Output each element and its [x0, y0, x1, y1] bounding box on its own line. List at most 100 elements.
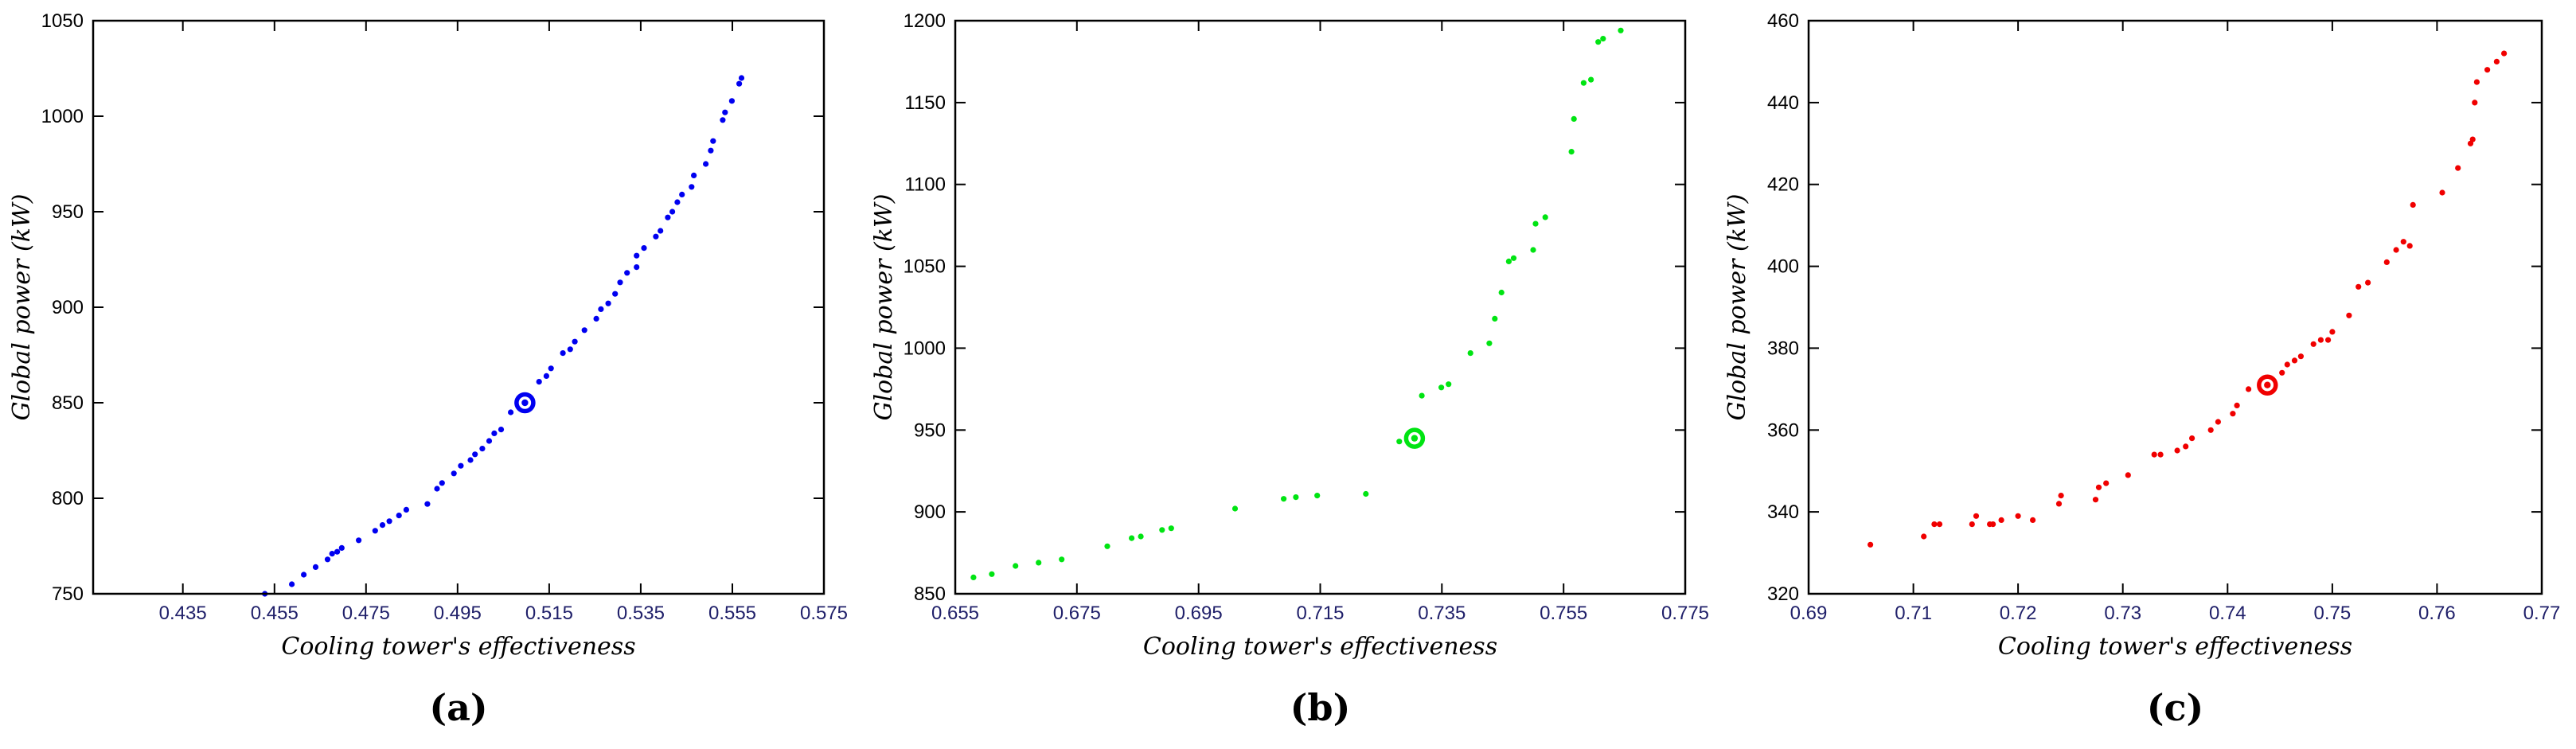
data-point: [708, 147, 714, 154]
data-point: [612, 291, 619, 297]
data-point: [434, 486, 440, 492]
y-tick-label: 850: [914, 583, 946, 605]
data-point: [491, 430, 498, 437]
x-tick-label: 0.675: [1053, 603, 1101, 624]
axis-frame: [92, 19, 825, 595]
y-tick-label: 950: [52, 201, 84, 223]
data-point: [451, 470, 457, 477]
data-point: [710, 138, 716, 144]
data-point: [1510, 255, 1517, 261]
data-point: [2095, 484, 2102, 490]
x-tick-label: 0.76: [2418, 603, 2456, 624]
data-point: [379, 522, 386, 529]
data-point: [2472, 99, 2478, 106]
data-point: [703, 161, 709, 167]
y-axis-label: Global power (kW): [1723, 194, 1751, 421]
y-tick-label: 400: [1767, 256, 1799, 278]
data-point: [1973, 513, 1980, 519]
data-point: [1168, 525, 1174, 532]
data-point: [581, 327, 587, 334]
data-point: [2125, 472, 2131, 478]
y-tick-label: 1000: [41, 106, 84, 127]
data-point: [508, 409, 514, 415]
data-point: [1314, 493, 1321, 499]
data-point: [1059, 556, 1065, 563]
y-tick-label: 320: [1767, 583, 1799, 605]
data-point: [605, 300, 611, 306]
data-point: [1595, 39, 1602, 45]
x-tick-label: 0.74: [2209, 603, 2246, 624]
data-point: [2183, 443, 2189, 450]
x-axis-label: Cooling tower's effectiveness: [281, 633, 635, 661]
data-point: [2469, 136, 2476, 142]
data-point: [1293, 494, 1299, 501]
data-point: [617, 279, 623, 286]
data-point: [634, 252, 640, 259]
data-point: [679, 191, 685, 197]
y-tick-label: 1100: [904, 174, 946, 196]
data-point: [289, 581, 295, 587]
data-point: [2234, 402, 2240, 408]
y-tick-label: 440: [1767, 92, 1799, 114]
x-tick-label: 0.495: [434, 603, 482, 624]
data-point: [624, 270, 630, 276]
data-point: [2151, 451, 2157, 458]
y-tick-label: 380: [1767, 337, 1799, 359]
data-point: [1990, 521, 1996, 528]
data-point: [634, 264, 640, 271]
x-tick-label: 0.455: [251, 603, 299, 624]
x-tick-label: 0.515: [525, 603, 573, 624]
data-point: [1129, 535, 1135, 541]
x-tick-label: 0.475: [342, 603, 390, 624]
data-point: [2439, 189, 2445, 196]
data-point: [2215, 419, 2221, 425]
data-point: [2207, 427, 2214, 433]
data-point: [1231, 505, 1239, 512]
data-point: [2058, 493, 2064, 499]
y-axis-label: Global power (kW): [870, 194, 898, 421]
data-point: [722, 109, 728, 115]
data-point: [674, 199, 681, 205]
data-point: [669, 209, 676, 215]
y-tick-label: 850: [52, 392, 84, 414]
data-point: [2055, 501, 2063, 507]
x-tick-label: 0.755: [1540, 603, 1587, 624]
data-point: [2329, 329, 2336, 335]
data-point: [1438, 384, 1445, 391]
y-tick-label: 900: [914, 501, 946, 523]
x-axis-label: Cooling tower's effectiveness: [1143, 633, 1497, 661]
data-point: [1600, 36, 1606, 42]
x-tick-label: 0.555: [708, 603, 756, 624]
data-point: [424, 501, 431, 507]
data-point: [467, 457, 474, 463]
highlight-ring: [2257, 374, 2278, 396]
x-tick-label: 0.535: [617, 603, 665, 624]
data-point: [301, 572, 307, 578]
x-tick-label: 0.72: [2000, 603, 2037, 624]
data-point: [1419, 392, 1425, 399]
data-point: [1588, 76, 1594, 83]
data-point: [396, 513, 402, 519]
x-tick-label: 0.775: [1661, 603, 1709, 624]
data-point: [1446, 381, 1452, 388]
data-point: [738, 75, 745, 81]
data-point: [334, 548, 341, 555]
data-point: [572, 338, 578, 345]
panel-caption: (c): [2147, 686, 2204, 729]
data-point: [2291, 357, 2298, 364]
x-tick-label: 0.71: [1895, 603, 1932, 624]
data-point: [543, 373, 550, 379]
x-tick-label: 0.73: [2104, 603, 2141, 624]
data-point: [329, 551, 335, 557]
data-point: [2157, 451, 2164, 458]
y-tick-label: 360: [1767, 419, 1799, 441]
data-point: [1921, 533, 1927, 540]
data-point: [386, 518, 392, 525]
data-point: [324, 556, 331, 563]
data-point: [1104, 543, 1110, 549]
data-point: [2410, 201, 2416, 208]
data-point: [2493, 58, 2500, 64]
data-point: [1281, 496, 1287, 502]
data-point: [2501, 50, 2508, 57]
data-point: [2346, 312, 2352, 318]
